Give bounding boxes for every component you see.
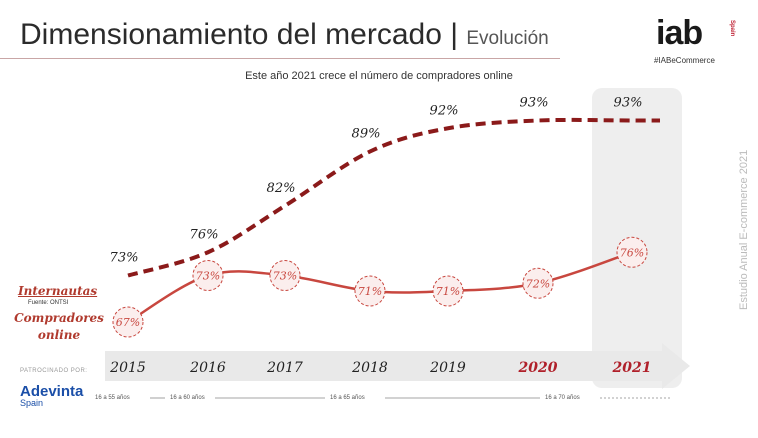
data-label-compradores: 76% bbox=[620, 246, 644, 259]
legend-internautas: Internautas bbox=[18, 284, 98, 298]
age-range-note: 16 a 55 años bbox=[95, 395, 130, 401]
data-point-compradores bbox=[269, 260, 301, 291]
data-label-compradores: 73% bbox=[196, 270, 220, 283]
data-label-compradores: 67% bbox=[116, 316, 140, 329]
hashtag: #IABeCommerce bbox=[654, 56, 715, 65]
data-point-compradores bbox=[616, 236, 648, 268]
data-label-compradores: 72% bbox=[526, 277, 550, 290]
data-point-compradores bbox=[522, 267, 554, 299]
sponsor-label: PATROCINADO POR: bbox=[20, 368, 88, 374]
data-label-internautas: 93% bbox=[520, 96, 549, 111]
year-tick-labels: 2015 2016 2017 2018 2019 2020 2021 bbox=[109, 360, 651, 376]
data-point-compradores bbox=[432, 275, 464, 307]
legend-compradores: Compradores online bbox=[14, 311, 104, 342]
age-range-note: 16 a 60 años bbox=[170, 395, 205, 401]
title-text: Dimensionamiento del mercado bbox=[20, 18, 442, 51]
year-tick-label: 2017 bbox=[266, 360, 303, 376]
year-tick-label: 2015 bbox=[109, 360, 146, 376]
series-line-internautas bbox=[127, 117, 660, 278]
year-tick-label: 2021 bbox=[612, 360, 652, 376]
data-point-compradores bbox=[112, 306, 144, 338]
data-label-internautas: 82% bbox=[267, 181, 296, 196]
year-tick-label: 2016 bbox=[189, 360, 226, 376]
legend-source: Fuente: ONTSI bbox=[28, 300, 69, 306]
sponsor-logo: Adevinta bbox=[20, 383, 84, 400]
data-label-compradores: 71% bbox=[436, 285, 460, 298]
title-divider bbox=[0, 58, 560, 59]
data-point-compradores bbox=[192, 260, 224, 291]
chart-subtitle: Este año 2021 crece el número de comprad… bbox=[245, 70, 513, 82]
page-title: Dimensionamiento del mercado | Evolución bbox=[20, 18, 549, 52]
data-label-internautas: 76% bbox=[190, 227, 219, 242]
sponsor-country: Spain bbox=[20, 398, 44, 408]
value-labels: 73% 76% 82% 89% 92% 93% 93% 67% 73% 73% 71% 71% 72% 7… bbox=[110, 96, 645, 330]
iab-logo: iab bbox=[656, 14, 703, 52]
age-range-note: 16 a 70 años bbox=[545, 395, 580, 401]
title-separator: | bbox=[450, 18, 459, 51]
year-tick-label: 2018 bbox=[351, 360, 388, 376]
data-label-internautas: 73% bbox=[110, 251, 139, 266]
year-tick-label: 2020 bbox=[518, 360, 558, 376]
data-label-internautas: 93% bbox=[614, 96, 643, 111]
series-markers bbox=[112, 236, 648, 338]
year-axis-arrow bbox=[105, 343, 690, 389]
data-point-compradores bbox=[354, 275, 386, 307]
data-label-compradores: 71% bbox=[358, 285, 382, 298]
data-label-compradores: 73% bbox=[273, 270, 297, 283]
data-label-internautas: 89% bbox=[352, 127, 381, 142]
title-section: Evolución bbox=[466, 28, 549, 49]
year-tick-label: 2019 bbox=[429, 360, 466, 376]
data-label-internautas: 92% bbox=[430, 103, 459, 118]
age-range-note: 16 a 65 años bbox=[330, 395, 365, 401]
